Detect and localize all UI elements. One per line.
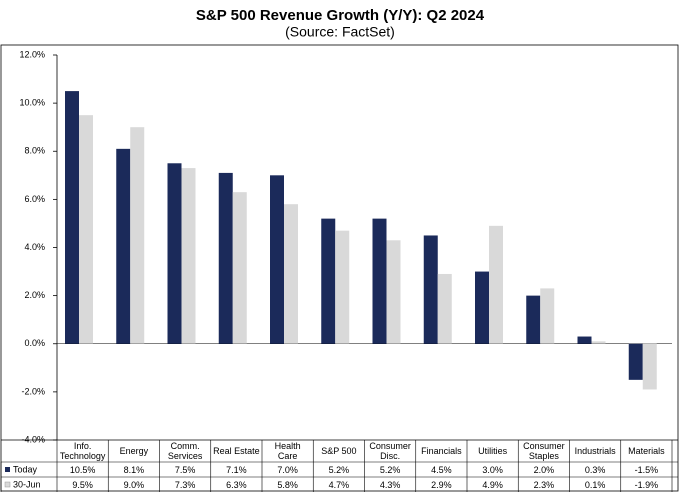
- frame: [0, 44, 679, 492]
- value-label: -1.5%: [634, 464, 659, 475]
- category-label: Real Estate: [213, 446, 260, 456]
- bar: [335, 230, 350, 344]
- bar: [181, 168, 196, 344]
- value-label: 9.5%: [72, 479, 93, 490]
- chart-title: S&P 500 Revenue Growth (Y/Y): Q2 2024: [196, 7, 485, 24]
- bar: [591, 341, 606, 344]
- category-label: Energy: [119, 446, 149, 456]
- bar: [577, 336, 592, 344]
- bar: [372, 218, 387, 344]
- bar: [437, 273, 452, 344]
- value-label: -1.9%: [634, 479, 659, 490]
- category-label: Utilities: [478, 446, 508, 456]
- y-tick-label: 6.0%: [24, 194, 45, 204]
- value-label: 7.5%: [174, 464, 196, 475]
- category-label: Info. Technology: [59, 441, 106, 461]
- value-label: 3.0%: [482, 464, 503, 475]
- bar: [526, 295, 541, 344]
- category-label: Financials: [421, 446, 462, 456]
- y-tick-label: -2.0%: [21, 386, 45, 396]
- value-label: 6.3%: [226, 479, 247, 490]
- bar: [65, 91, 79, 344]
- value-label: 10.5%: [69, 464, 96, 475]
- value-label: 4.3%: [379, 479, 401, 490]
- value-label: 9.0%: [123, 479, 145, 490]
- category-label: Consumer Staples: [523, 441, 565, 461]
- value-label: 2.3%: [533, 479, 555, 490]
- value-label: 7.1%: [226, 464, 247, 475]
- value-label: 0.1%: [584, 479, 606, 490]
- bar: [540, 288, 555, 344]
- bar: [116, 148, 131, 344]
- bar: [218, 172, 233, 344]
- bar: [628, 343, 643, 380]
- value-label: 8.1%: [123, 464, 145, 475]
- bar: [284, 204, 298, 344]
- category-label: Consumer Disc.: [369, 441, 411, 461]
- value-label: 5.2%: [379, 464, 401, 475]
- value-label: 4.5%: [431, 464, 452, 475]
- y-tick-label: 2.0%: [24, 290, 45, 300]
- legend-label: 30-Jun: [13, 479, 41, 489]
- category-label: Industrials: [574, 446, 616, 456]
- chart-subtitle: (Source: FactSet): [285, 24, 395, 40]
- y-tick-label: 10.0%: [19, 98, 45, 108]
- y-tick-label: 8.0%: [24, 146, 45, 156]
- value-label: 0.3%: [584, 464, 606, 475]
- bar: [386, 240, 401, 344]
- value-label: 5.2%: [328, 464, 350, 475]
- bar: [270, 175, 284, 344]
- value-label: 4.7%: [328, 479, 350, 490]
- value-label: 2.9%: [431, 479, 452, 490]
- category-label: Health Care: [274, 441, 301, 461]
- y-tick-label: 12.0%: [19, 49, 45, 59]
- category-label: Materials: [628, 446, 665, 456]
- bar: [642, 343, 657, 390]
- bar: [79, 115, 93, 344]
- legend-label: Today: [13, 464, 38, 474]
- y-tick-label: -4.0%: [21, 434, 45, 444]
- value-label: 5.8%: [277, 479, 298, 490]
- bar: [232, 192, 247, 344]
- bar: [489, 225, 503, 344]
- category-label: Comm. Services: [167, 441, 203, 461]
- bar: [130, 127, 145, 344]
- bar: [321, 218, 336, 344]
- value-label: 7.3%: [174, 479, 196, 490]
- legend-swatch: [4, 481, 11, 488]
- value-label: 7.0%: [277, 464, 298, 475]
- bar: [423, 235, 438, 344]
- bar: [475, 271, 489, 344]
- y-tick-label: 4.0%: [24, 242, 45, 252]
- legend-swatch: [5, 467, 10, 472]
- bar: [167, 163, 182, 344]
- category-label: S&P 500: [321, 446, 357, 456]
- y-tick-label: 0.0%: [24, 338, 45, 348]
- value-label: 4.9%: [482, 479, 503, 490]
- value-label: 2.0%: [533, 464, 555, 475]
